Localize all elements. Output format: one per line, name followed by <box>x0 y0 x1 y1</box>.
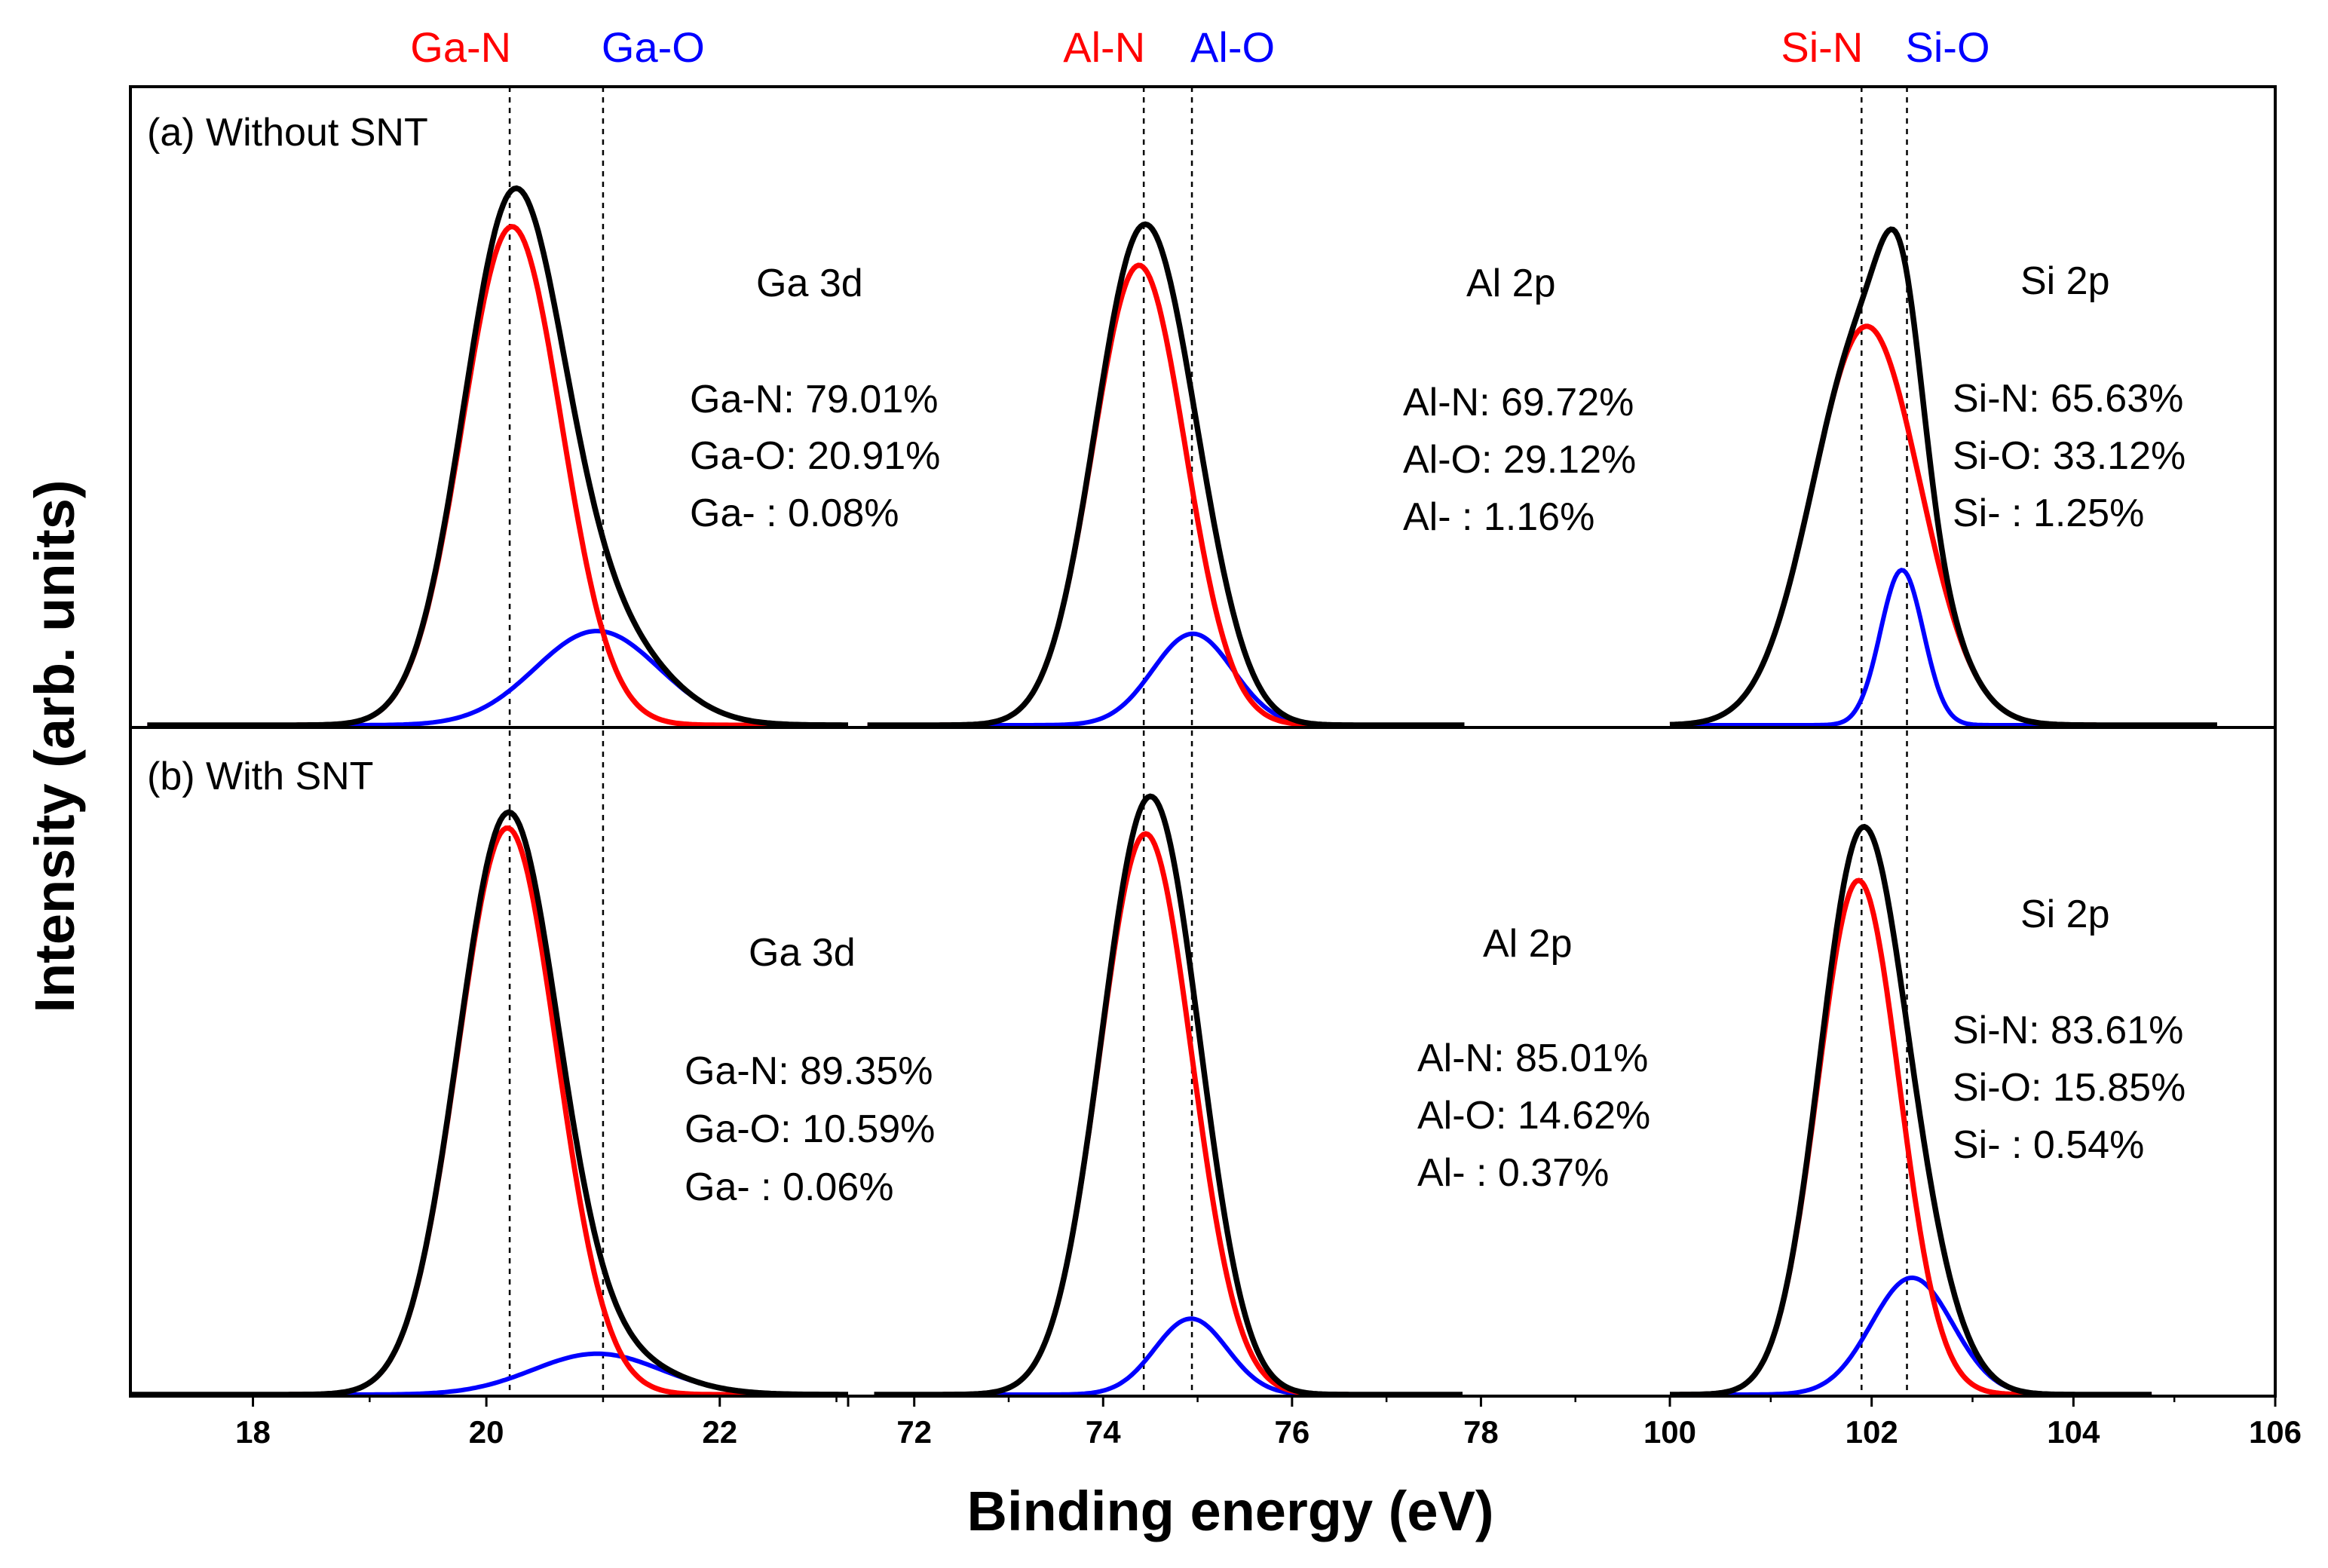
top-label-layer: Ga-N Ga-O Al-N Al-O Si-N Si-O <box>410 23 1990 71</box>
panel-b-si-title: Si 2p <box>2020 893 2110 936</box>
x-axis-title: Binding energy (eV) <box>967 1480 1494 1542</box>
panel-b-annotations: (b) With SNT Ga 3d Ga-N: 89.35% Ga-O: 10… <box>147 755 2186 1209</box>
panel-a-ga-stat: Ga- : 0.08% <box>690 492 899 535</box>
envelope-curve <box>867 221 1465 728</box>
x-tick-label: 72 <box>896 1414 932 1450</box>
envelope-curve <box>1669 226 2217 728</box>
panel-b-si-stat: Si-N: 83.61% <box>1953 1009 2183 1052</box>
x-tick-label: 102 <box>1846 1414 1898 1450</box>
top-label-nitride: Si-N <box>1781 23 1863 71</box>
y-axis-title: Intensity (arb. units) <box>23 479 86 1012</box>
panel-a-ga-title: Ga 3d <box>756 262 863 305</box>
x-tick-label: 20 <box>469 1414 504 1450</box>
plot-frame <box>129 85 2277 1398</box>
panel-b-al-stat: Al-N: 85.01% <box>1417 1037 1648 1080</box>
panel-b-si-stat: Si- : 0.54% <box>1953 1123 2144 1167</box>
x-tick-label: 22 <box>702 1414 737 1450</box>
x-tick-label: 78 <box>1463 1414 1499 1450</box>
panel-b-ga-title: Ga 3d <box>749 931 856 975</box>
panel-b-al-stat: Al-O: 14.62% <box>1417 1094 1650 1138</box>
x-tick-label: 106 <box>2249 1414 2302 1450</box>
panel-a-si-title: Si 2p <box>2020 259 2110 303</box>
panel-b-al-title: Al 2p <box>1483 922 1573 966</box>
top-label-nitride: Al-N <box>1063 23 1145 71</box>
panel-b-ga-stat: Ga-N: 89.35% <box>685 1049 933 1093</box>
envelope-curve <box>147 185 848 728</box>
panel-b-ga-stat: Ga-O: 10.59% <box>685 1107 935 1151</box>
panel-a-label: (a) Without SNT <box>147 111 428 155</box>
panel-a-al-title: Al 2p <box>1466 262 1556 305</box>
panel-a-ga-stat: Ga-O: 20.91% <box>690 434 940 478</box>
panel-a-al-stat: Al-N: 69.72% <box>1403 381 1634 424</box>
x-tick-label: 18 <box>235 1414 271 1450</box>
envelope-curve <box>1670 823 2152 1398</box>
plot-layer <box>129 85 2277 1407</box>
panel-a-si-stat: Si- : 1.25% <box>1953 492 2144 535</box>
panel-b-ga-stat: Ga- : 0.06% <box>685 1165 893 1209</box>
panel-a-annotations: (a) Without SNT Ga 3d Ga-N: 79.01% Ga-O:… <box>147 111 2186 539</box>
panel-a-al-stat: Al- : 1.16% <box>1403 495 1594 539</box>
x-tick-label: 74 <box>1086 1414 1121 1450</box>
panel-a-si-stat: Si-N: 65.63% <box>1953 377 2183 421</box>
x-tick-label: 100 <box>1643 1414 1696 1450</box>
panel-a-ga-stat: Ga-N: 79.01% <box>690 378 939 421</box>
panel-a-al-stat: Al-O: 29.12% <box>1403 438 1636 482</box>
x-tick-label: 76 <box>1274 1414 1310 1450</box>
panel-b-si-stat: Si-O: 15.85% <box>1953 1066 2186 1110</box>
panel-b-al-stat: Al- : 0.37% <box>1417 1151 1609 1195</box>
x-tick-label: 104 <box>2047 1414 2100 1450</box>
top-label-oxide: Si-O <box>1906 23 1990 71</box>
panel-a-si-stat: Si-O: 33.12% <box>1953 434 2186 478</box>
top-label-oxide: Al-O <box>1190 23 1275 71</box>
panel-b-label: (b) With SNT <box>147 755 373 798</box>
x-tick-layer: 18 20 22 72 74 76 78 100 102 104 106 <box>235 1396 2302 1450</box>
top-label-oxide: Ga-O <box>602 23 705 71</box>
top-label-nitride: Ga-N <box>410 23 511 71</box>
